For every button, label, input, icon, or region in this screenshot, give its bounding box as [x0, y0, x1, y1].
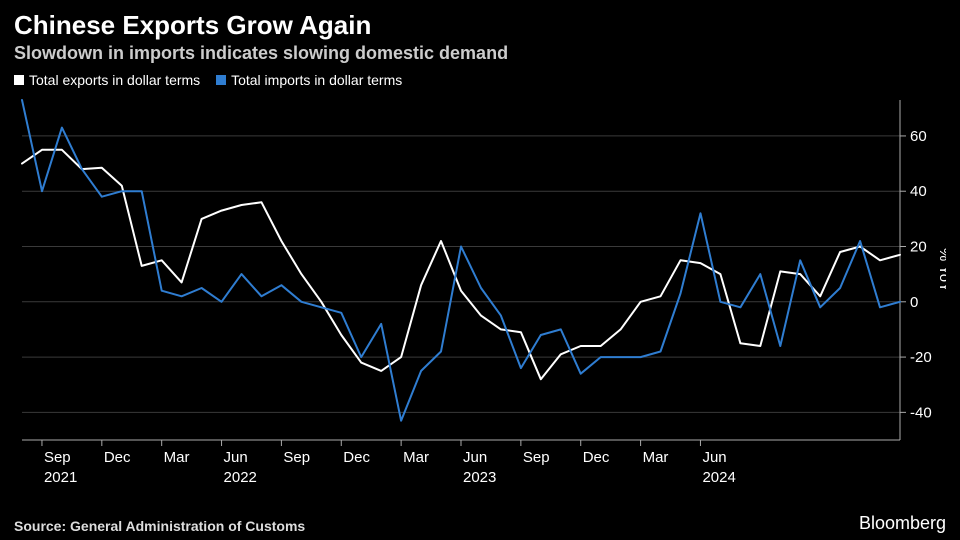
chart-subtitle: Slowdown in imports indicates slowing do…	[0, 43, 960, 70]
series-exports	[22, 150, 900, 379]
x-tick-month: Mar	[403, 449, 429, 466]
x-tick-year: 2024	[702, 469, 735, 486]
chart-area: -40 -20 0 20 40 60 % YoY Sep 2021 Dec Mar Jun 2022 Se…	[14, 94, 946, 497]
legend: Total exports in dollar terms Total impo…	[0, 70, 960, 94]
x-tick-year: 2021	[44, 469, 77, 486]
y-tick-label: 60	[910, 128, 927, 145]
y-tick-label: -40	[910, 404, 932, 421]
legend-label-imports: Total imports in dollar terms	[231, 72, 402, 88]
y-axis-label: % YoY	[936, 248, 946, 292]
x-tick-month: Sep	[44, 449, 71, 466]
series-imports	[22, 100, 900, 421]
x-tick-month: Mar	[643, 449, 669, 466]
x-tick-month: Dec	[343, 449, 370, 466]
x-tick-month: Mar	[164, 449, 190, 466]
x-tick-month: Sep	[523, 449, 550, 466]
y-tick-label: 20	[910, 239, 927, 256]
x-tick-month: Jun	[702, 449, 726, 466]
x-tick-month: Dec	[104, 449, 131, 466]
y-tick-label: -20	[910, 349, 932, 366]
legend-item-imports: Total imports in dollar terms	[216, 72, 402, 88]
legend-item-exports: Total exports in dollar terms	[14, 72, 200, 88]
x-tick-year: 2023	[463, 469, 496, 486]
chart-title: Chinese Exports Grow Again	[0, 0, 960, 43]
x-tick-month: Sep	[283, 449, 310, 466]
legend-label-exports: Total exports in dollar terms	[29, 72, 200, 88]
x-tick-month: Jun	[224, 449, 248, 466]
x-tick-month: Dec	[583, 449, 610, 466]
line-chart: -40 -20 0 20 40 60 % YoY Sep 2021 Dec Mar Jun 2022 Se…	[14, 94, 946, 492]
brand-label: Bloomberg	[859, 513, 946, 534]
y-tick-label: 0	[910, 294, 918, 311]
legend-swatch-imports	[216, 75, 226, 85]
legend-swatch-exports	[14, 75, 24, 85]
x-tick-month: Jun	[463, 449, 487, 466]
x-tick-year: 2022	[224, 469, 257, 486]
source-text: Source: General Administration of Custom…	[14, 518, 305, 534]
y-tick-label: 40	[910, 183, 927, 200]
